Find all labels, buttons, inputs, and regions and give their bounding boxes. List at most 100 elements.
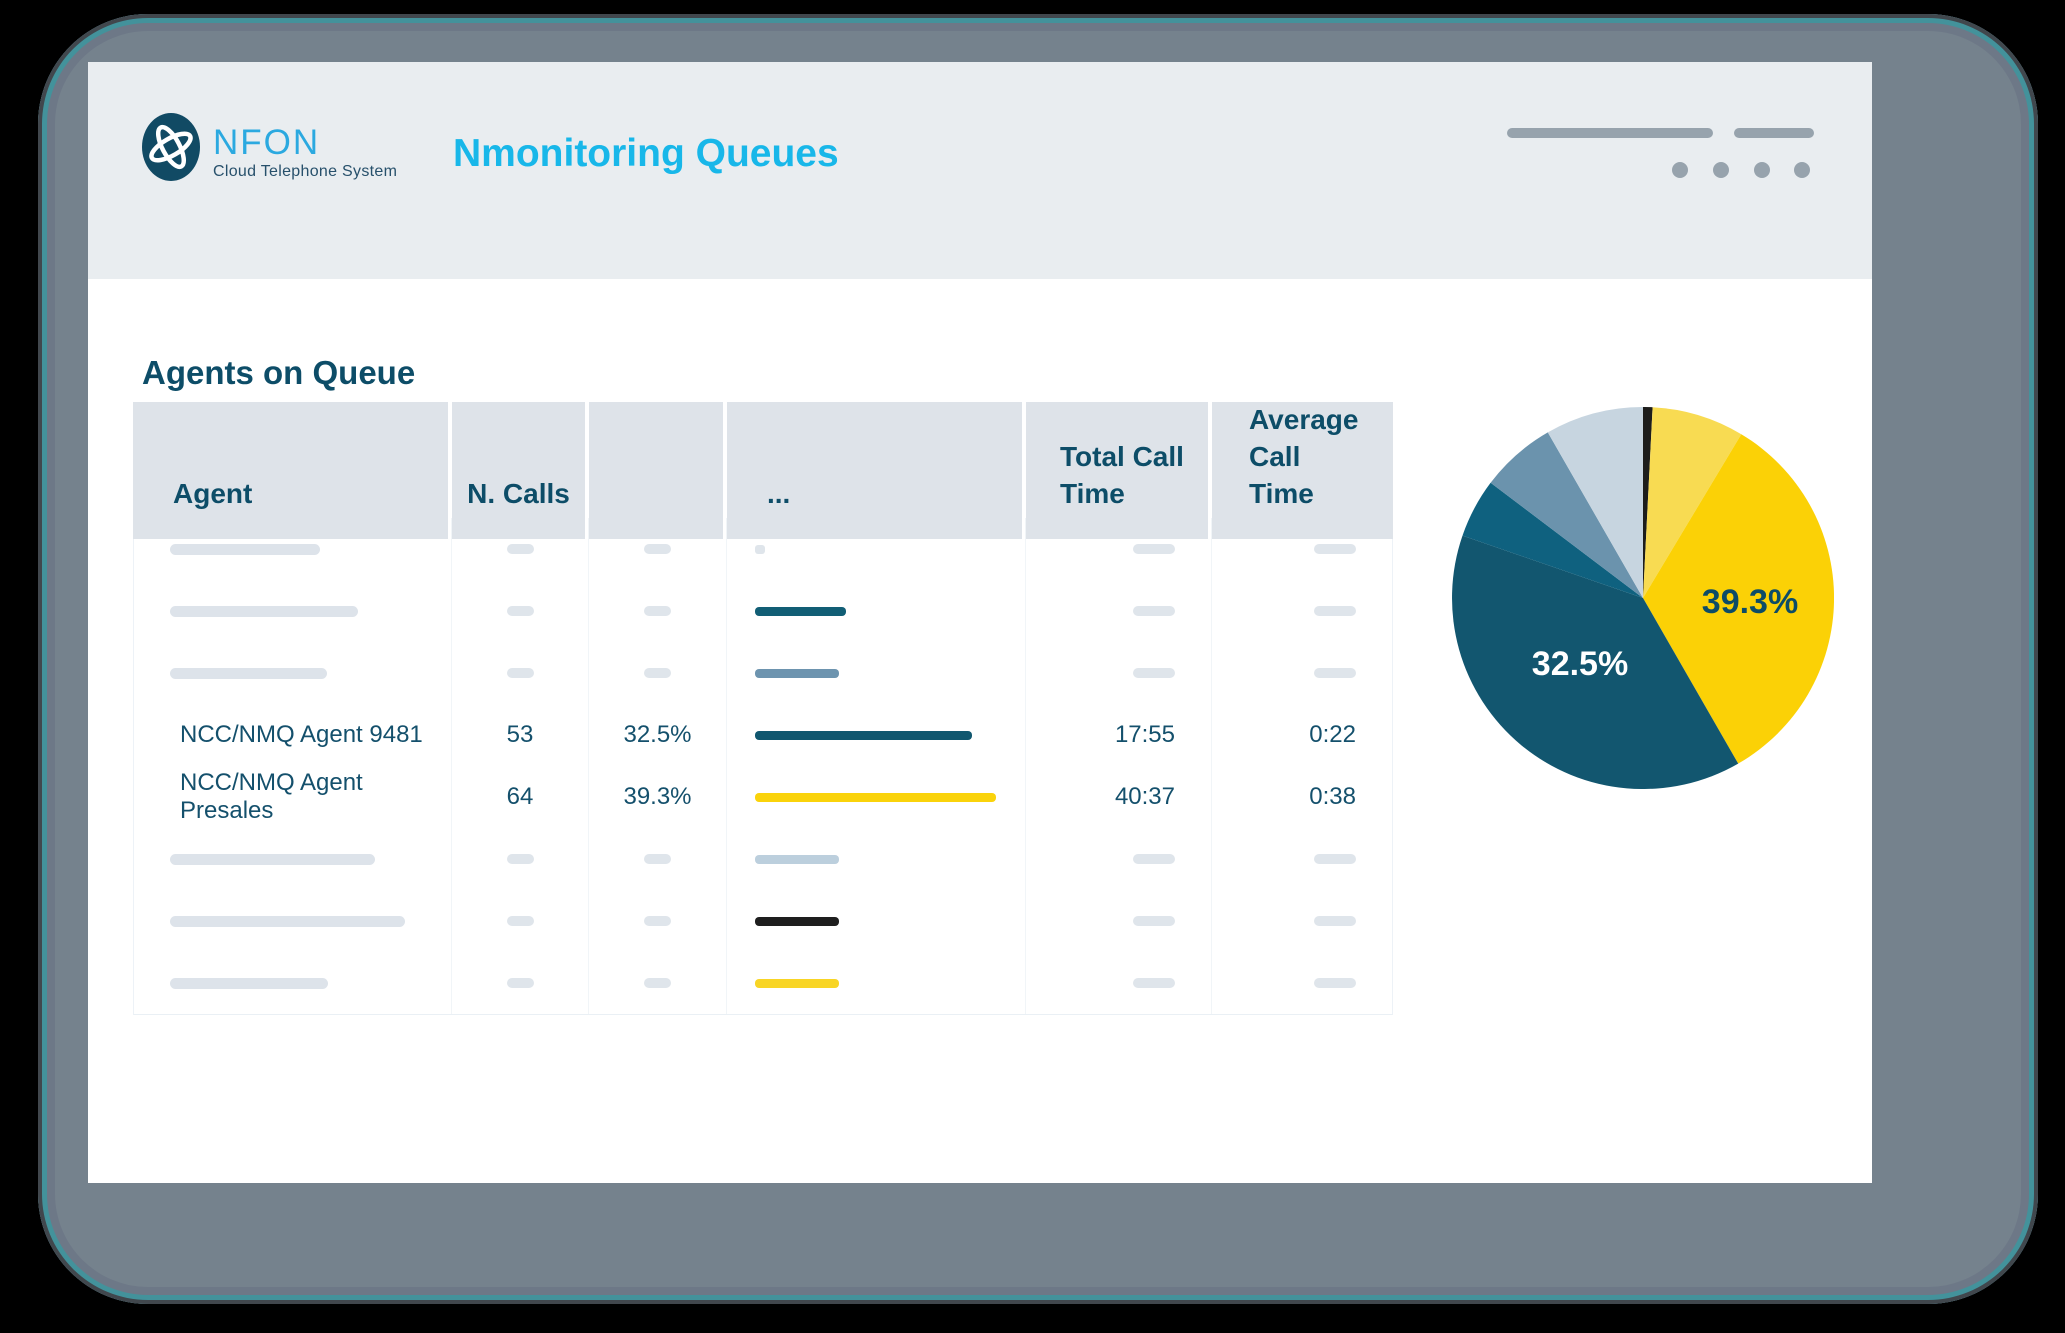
n-calls-value: 64	[506, 783, 534, 810]
trend-bar-cell	[727, 642, 1026, 704]
total-call-time-cell	[1026, 828, 1212, 890]
trend-bar-cell	[727, 828, 1026, 890]
placeholder-bar	[170, 543, 320, 555]
placeholder-bar	[170, 977, 328, 989]
header-placeholder-line-short	[1734, 128, 1814, 138]
placeholder-pill	[1314, 916, 1356, 926]
total-call-time-cell	[1026, 580, 1212, 642]
placeholder-pill	[1133, 916, 1175, 926]
placeholder-pill	[1133, 854, 1175, 864]
table-row	[134, 580, 1392, 642]
table-row	[134, 952, 1392, 1014]
trend-bar	[755, 606, 846, 616]
table-row	[134, 518, 1392, 580]
trend-bar	[755, 854, 839, 864]
trend-bar	[755, 978, 839, 988]
total-call-time-value: 17:55	[1114, 721, 1175, 748]
pie-slice-pale-blue	[1547, 407, 1643, 598]
pie-slice-black-sliver	[1643, 406, 1653, 598]
placeholder-pill	[1133, 606, 1175, 616]
placeholder-pill	[644, 978, 671, 988]
placeholder-pill	[1133, 978, 1175, 988]
average-call-time-value: 0:38	[1309, 783, 1356, 810]
nfon-logo-icon	[142, 113, 200, 181]
trend-bar-cell	[727, 518, 1026, 580]
calls-share-pie-chart: 39.3% 32.5%	[1452, 406, 1835, 790]
n-calls-cell	[452, 952, 589, 1014]
header-placeholder-line-long	[1507, 128, 1713, 138]
trend-bar-cell	[727, 704, 1026, 766]
column-header-agent: Agent	[133, 402, 448, 539]
n-calls-cell	[452, 580, 589, 642]
table-row	[134, 642, 1392, 704]
n-calls-cell: 53	[452, 704, 589, 766]
pie-label-gold: 39.3%	[1702, 583, 1798, 621]
pie-slice-gold	[1643, 434, 1835, 764]
percent-cell	[589, 890, 727, 952]
menu-dot-4[interactable]	[1794, 162, 1810, 178]
total-call-time-cell	[1026, 518, 1212, 580]
agent-cell	[134, 642, 452, 704]
n-calls-value: 53	[506, 721, 534, 748]
placeholder-pill	[506, 544, 534, 554]
agent-name: NCC/NMQ Agent Presales	[180, 769, 363, 824]
placeholder-pill	[1133, 668, 1175, 678]
trend-bar	[755, 668, 839, 678]
n-calls-cell: 64	[452, 766, 589, 828]
placeholder-pill	[644, 854, 671, 864]
pie-slice-light-yellow	[1643, 407, 1742, 598]
pie-label-dark-teal: 32.5%	[1532, 645, 1628, 683]
placeholder-bar	[170, 605, 358, 617]
trend-bar	[755, 544, 765, 554]
agent-cell	[134, 952, 452, 1014]
section-title: Agents on Queue	[142, 354, 416, 391]
total-call-time-cell	[1026, 642, 1212, 704]
agent-cell	[134, 828, 452, 890]
trend-bar	[755, 730, 972, 740]
column-header-average-call-time: Average Call Time	[1212, 402, 1393, 539]
device-frame: NFON Cloud Telephone System Nmonitoring …	[38, 14, 2038, 1304]
menu-dot-1[interactable]	[1672, 162, 1688, 178]
placeholder-pill	[506, 978, 534, 988]
app-header: NFON Cloud Telephone System Nmonitoring …	[88, 62, 1872, 279]
trend-bar-cell	[727, 890, 1026, 952]
agent-cell: NCC/NMQ Agent Presales	[134, 766, 452, 828]
column-header-n-calls: N. Calls	[452, 402, 585, 539]
page-title: Nmonitoring Queues	[453, 132, 839, 175]
menu-dot-3[interactable]	[1754, 162, 1770, 178]
placeholder-pill	[1314, 854, 1356, 864]
total-call-time-cell: 40:37	[1026, 766, 1212, 828]
total-call-time-cell	[1026, 952, 1212, 1014]
menu-dot-2[interactable]	[1713, 162, 1729, 178]
placeholder-pill	[506, 606, 534, 616]
trend-bar-cell	[727, 766, 1026, 828]
placeholder-pill	[506, 854, 534, 864]
average-call-time-cell: 0:38	[1212, 766, 1392, 828]
total-call-time-value: 40:37	[1114, 783, 1175, 810]
placeholder-pill	[506, 916, 534, 926]
placeholder-pill	[1314, 978, 1356, 988]
agent-cell	[134, 890, 452, 952]
trend-bar-cell	[727, 952, 1026, 1014]
table-row	[134, 828, 1392, 890]
nfon-logo: NFON Cloud Telephone System	[213, 125, 397, 180]
table-body: NCC/NMQ Agent 9481 53 32.5% 17:55 0:22 NCC/NM…	[133, 518, 1393, 1015]
percent-cell: 32.5%	[589, 704, 727, 766]
average-call-time-cell: 0:22	[1212, 704, 1392, 766]
agent-cell	[134, 518, 452, 580]
percent-cell	[589, 580, 727, 642]
placeholder-pill	[1314, 606, 1356, 616]
placeholder-bar	[170, 667, 327, 679]
trend-bar	[755, 916, 839, 926]
percent-cell	[589, 518, 727, 580]
average-call-time-cell	[1212, 642, 1392, 704]
trend-bar	[755, 792, 996, 802]
average-call-time-cell	[1212, 518, 1392, 580]
placeholder-pill	[644, 544, 671, 554]
column-header-percent	[589, 402, 723, 539]
average-call-time-cell	[1212, 580, 1392, 642]
table-row: NCC/NMQ Agent Presales 64 39.3% 40:37 0:38	[134, 766, 1392, 828]
pie-slice-dark-teal	[1452, 535, 1739, 790]
n-calls-cell	[452, 828, 589, 890]
placeholder-pill	[1314, 544, 1356, 554]
